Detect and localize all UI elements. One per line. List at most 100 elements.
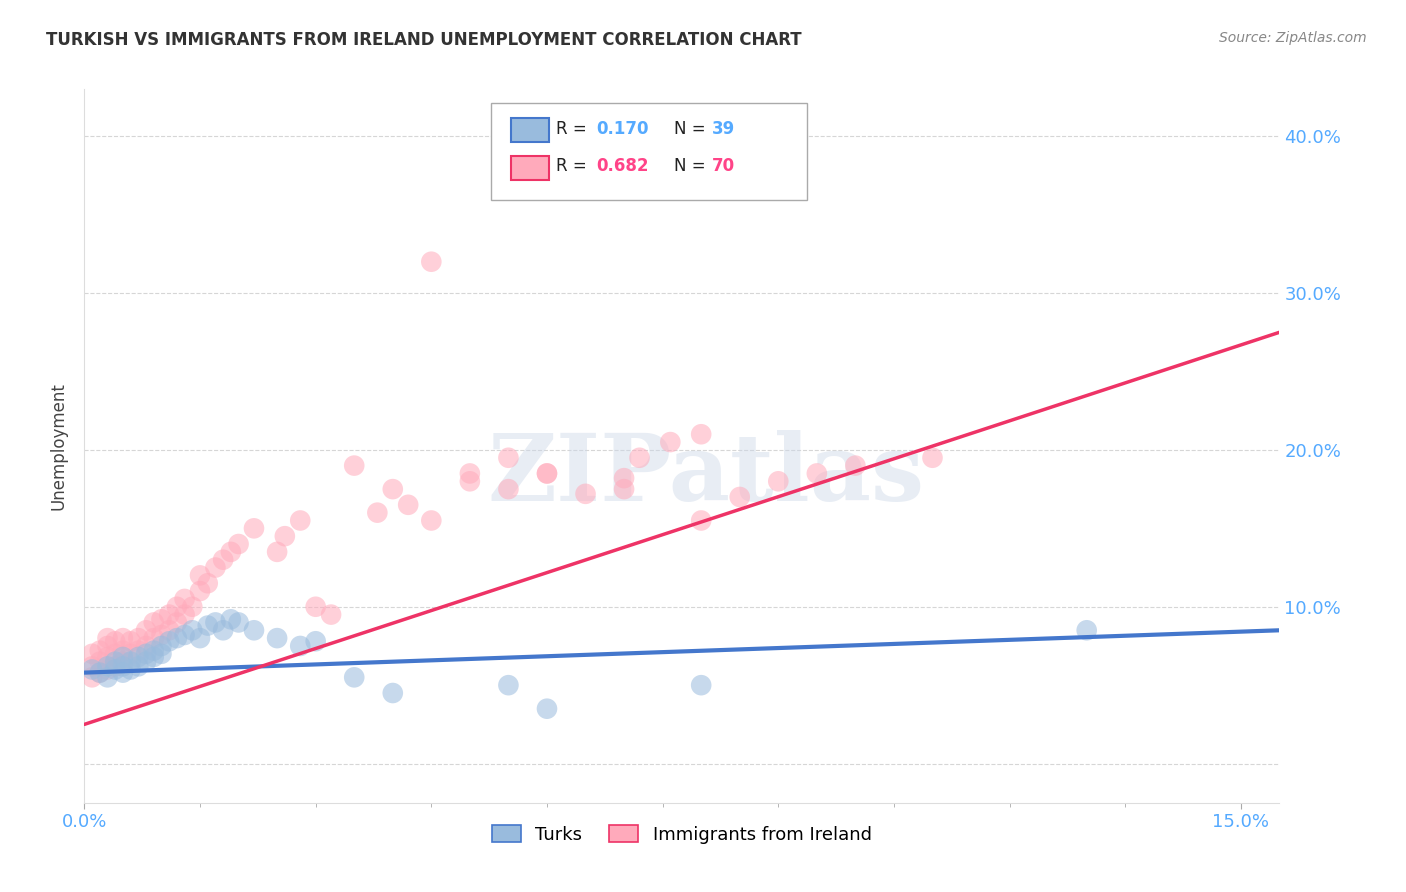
Point: [768, 475, 790, 489]
Point: [204, 560, 226, 574]
Point: [381, 482, 404, 496]
Point: [536, 467, 558, 481]
Point: [197, 618, 219, 632]
Point: [290, 639, 312, 653]
Point: [228, 615, 250, 630]
Point: [120, 663, 142, 677]
Point: [420, 254, 443, 268]
Point: [173, 628, 195, 642]
Point: [628, 450, 651, 465]
Point: [127, 659, 149, 673]
Point: [111, 631, 134, 645]
Point: [96, 670, 118, 684]
Point: [366, 506, 388, 520]
Point: [142, 643, 165, 657]
Point: [690, 514, 713, 528]
Point: [111, 659, 134, 673]
Point: [157, 634, 180, 648]
Point: [498, 450, 520, 465]
Point: [290, 514, 312, 528]
Point: [806, 467, 828, 481]
Point: [142, 631, 165, 645]
FancyBboxPatch shape: [510, 118, 550, 142]
Point: [274, 529, 297, 543]
Point: [458, 467, 481, 481]
Point: [150, 639, 173, 653]
Point: [574, 487, 596, 501]
Text: R =: R =: [557, 157, 592, 175]
Text: Source: ZipAtlas.com: Source: ZipAtlas.com: [1219, 31, 1367, 45]
Point: [212, 624, 235, 638]
Point: [921, 450, 943, 465]
Point: [89, 643, 111, 657]
Point: [96, 663, 118, 677]
Point: [188, 631, 211, 645]
Point: [243, 521, 266, 535]
Point: [111, 665, 134, 680]
Point: [212, 552, 235, 566]
Text: N =: N =: [673, 157, 710, 175]
Point: [104, 647, 127, 661]
FancyBboxPatch shape: [510, 155, 550, 180]
Point: [173, 591, 195, 606]
Text: ZIPatlas: ZIPatlas: [488, 430, 924, 519]
Point: [181, 624, 204, 638]
Point: [166, 615, 188, 630]
Point: [188, 568, 211, 582]
Point: [613, 482, 636, 496]
Point: [266, 545, 288, 559]
Point: [420, 514, 443, 528]
Point: [96, 631, 118, 645]
Point: [343, 458, 366, 473]
Point: [498, 482, 520, 496]
Point: [305, 599, 328, 614]
Point: [80, 663, 103, 677]
Point: [536, 467, 558, 481]
Point: [243, 624, 266, 638]
Point: [111, 655, 134, 669]
Point: [89, 665, 111, 680]
Point: [204, 615, 226, 630]
Legend: Turks, Immigrants from Ireland: Turks, Immigrants from Ireland: [492, 825, 872, 844]
Y-axis label: Unemployment: Unemployment: [49, 382, 67, 510]
Point: [150, 628, 173, 642]
Point: [219, 545, 242, 559]
Point: [228, 537, 250, 551]
Point: [111, 649, 134, 664]
Point: [319, 607, 342, 622]
Point: [219, 612, 242, 626]
Point: [127, 631, 149, 645]
Point: [458, 475, 481, 489]
Point: [89, 665, 111, 680]
Point: [135, 655, 157, 669]
Text: 70: 70: [711, 157, 735, 175]
Point: [659, 435, 682, 450]
Point: [80, 670, 103, 684]
Point: [166, 631, 188, 645]
Point: [142, 649, 165, 664]
Point: [127, 643, 149, 657]
Text: R =: R =: [557, 120, 592, 138]
Point: [135, 647, 157, 661]
Point: [104, 659, 127, 673]
Point: [498, 678, 520, 692]
Text: 0.682: 0.682: [596, 157, 648, 175]
Point: [343, 670, 366, 684]
Point: [135, 639, 157, 653]
Point: [104, 634, 127, 648]
Point: [381, 686, 404, 700]
Text: N =: N =: [673, 120, 710, 138]
Point: [120, 647, 142, 661]
Point: [690, 678, 713, 692]
Point: [150, 612, 173, 626]
Point: [104, 663, 127, 677]
Point: [135, 624, 157, 638]
Point: [120, 634, 142, 648]
Point: [80, 647, 103, 661]
Point: [305, 634, 328, 648]
Point: [181, 599, 204, 614]
Point: [157, 607, 180, 622]
Point: [104, 655, 127, 669]
Text: 0.170: 0.170: [596, 120, 648, 138]
Point: [96, 659, 118, 673]
